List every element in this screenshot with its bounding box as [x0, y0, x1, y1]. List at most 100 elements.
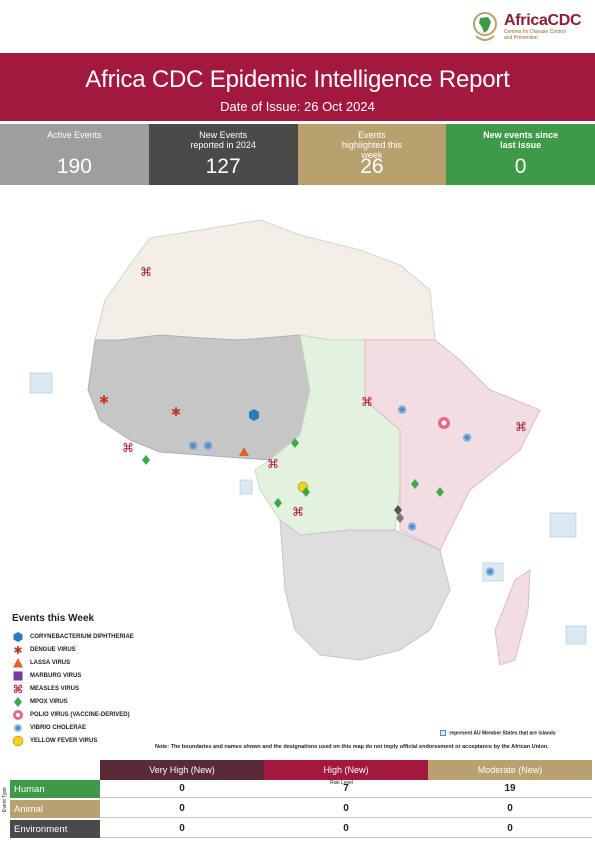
row-label-animal: Animal	[10, 800, 100, 818]
report-title: Africa CDC Epidemic Intelligence Report	[85, 66, 510, 93]
vibrio-marker: ✺	[397, 403, 407, 417]
polio-icon	[13, 709, 23, 720]
triangle-icon	[13, 657, 23, 667]
cell-human-high: 7	[264, 780, 428, 798]
title-banner: Africa CDC Epidemic Intelligence Report …	[0, 53, 595, 121]
legend-label: LASSA VIRUS	[30, 659, 71, 666]
legend-label: DENGUE VIRUS	[30, 646, 76, 653]
measles-marker: ⌘	[515, 420, 527, 434]
mpox-marker	[411, 479, 419, 489]
stat-label: Events highlighted this week	[341, 130, 402, 160]
mpox-marker	[274, 498, 282, 508]
vibrio-marker: ✺	[462, 431, 472, 445]
svg-text:⌘: ⌘	[13, 683, 23, 695]
region-south	[279, 518, 451, 661]
legend-item: MARBURG VIRUS	[12, 669, 212, 682]
svg-text:⌘: ⌘	[267, 457, 279, 471]
vibrio-icon: ✺	[13, 722, 22, 734]
island-comoros	[482, 562, 504, 582]
measles-marker: ⌘	[361, 395, 373, 409]
legend-item: LASSA VIRUS	[12, 656, 212, 669]
svg-text:✺: ✺	[188, 439, 198, 453]
svg-text:✱: ✱	[171, 405, 181, 419]
region-north	[94, 219, 436, 341]
measles-icon: ⌘	[13, 683, 23, 695]
islands-note-text: represent AU Member States that are isla…	[449, 730, 556, 737]
diphtheria-marker	[249, 409, 259, 421]
risk-level-label: Risk Level	[330, 780, 354, 786]
stat-new-since-last: New events since last issue 0	[446, 124, 595, 185]
svg-text:✺: ✺	[13, 722, 22, 734]
africa-cdc-emblem-icon	[473, 12, 497, 41]
vibrio-marker: ✺	[485, 565, 495, 579]
svg-text:✺: ✺	[397, 403, 407, 417]
stat-active-events: Active Events 190	[0, 124, 149, 185]
row-label-human: Human	[10, 780, 100, 798]
cell-human-moderate: 19	[428, 780, 592, 798]
vibrio-marker: ✺	[203, 439, 213, 453]
svg-text:⌘: ⌘	[361, 395, 373, 409]
legend-label: MPOX VIRUS	[30, 698, 68, 705]
disclaimer-note: Note: The boundaries and names shown and…	[155, 744, 549, 750]
stat-value: 190	[56, 155, 92, 178]
africa-cdc-logo: AfricaCDC Centres for Disease Control an…	[470, 8, 590, 48]
risk-col-high: High (New)	[264, 760, 428, 780]
measles-marker: ⌘	[122, 441, 134, 455]
island-seychelles	[549, 512, 577, 538]
stat-value: 26	[360, 155, 384, 178]
legend-title: Events this Week	[12, 613, 95, 624]
island-mauritius	[565, 625, 587, 645]
measles-marker: ⌘	[140, 265, 152, 279]
vibrio-marker: ✺	[407, 520, 417, 534]
mpox-marker	[436, 487, 444, 497]
risk-col-very-high: Very High (New)	[100, 760, 264, 780]
svg-text:✱: ✱	[13, 644, 22, 656]
stat-value: 127	[205, 155, 241, 178]
svg-text:⌘: ⌘	[292, 505, 304, 519]
diamond-icon	[14, 696, 22, 707]
legend-label: MEASLES VIRUS	[30, 685, 80, 692]
brand-tagline: Centres for Disease Control and Preventi…	[504, 29, 566, 41]
cell-environment-very-high: 0	[100, 820, 264, 838]
africa-map: ⌘ ✱ ✱ ⌘ ✺ ✺ ⌘ ⌘ ⌘ ✺ ✺ ⌘ ✺ ✺	[29, 219, 587, 666]
stats-bar: Active Events 190 New Events reported in…	[0, 124, 595, 185]
region-east	[364, 339, 541, 551]
row-label-environment: Environment	[10, 820, 100, 838]
stat-label: New Events reported in 2024	[190, 130, 256, 150]
cell-animal-moderate: 0	[428, 800, 592, 818]
legend-label: MARBURG VIRUS	[30, 672, 82, 679]
cell-human-very-high: 0	[100, 780, 264, 798]
polio-marker	[438, 417, 450, 429]
island-sao-tome	[239, 479, 253, 495]
issue-date: Date of Issue: 26 Oct 2024	[220, 99, 375, 114]
hexagon-icon	[13, 631, 23, 642]
legend-item: ⌘ MEASLES VIRUS	[12, 682, 212, 695]
svg-text:⌘: ⌘	[140, 265, 152, 279]
svg-text:✺: ✺	[407, 520, 417, 534]
measles-marker: ⌘	[267, 457, 279, 471]
measles-marker: ⌘	[292, 505, 304, 519]
legend-item: ✱ DENGUE VIRUS	[12, 643, 212, 656]
island-cabo-verde	[29, 372, 53, 394]
legend-label: POLIO VIRUS (VACCINE-DERIVED)	[30, 711, 130, 718]
legend-label: CORYNEBACTERIUM DIPHTHERIAE	[30, 633, 134, 640]
svg-text:✺: ✺	[462, 431, 472, 445]
circle-icon	[12, 735, 24, 746]
vibrio-marker: ✺	[188, 439, 198, 453]
legend-item: POLIO VIRUS (VACCINE-DERIVED)	[12, 708, 212, 721]
legend-item: ✺ VIBRIO CHOLERAE	[12, 721, 212, 734]
risk-col-moderate: Moderate (New)	[428, 760, 592, 780]
mpox-marker	[291, 438, 299, 448]
svg-text:✱: ✱	[99, 393, 109, 407]
svg-text:✺: ✺	[203, 439, 213, 453]
cell-animal-very-high: 0	[100, 800, 264, 818]
lassa-marker	[239, 447, 249, 456]
stat-label: Active Events	[47, 130, 102, 140]
stat-label: New events since last issue	[483, 130, 559, 150]
island-legend-icon	[440, 730, 446, 736]
mpox-marker	[142, 455, 150, 465]
islands-note: represent AU Member States that are isla…	[440, 730, 556, 736]
brand-name: AfricaCDC	[504, 12, 582, 29]
svg-text:✺: ✺	[485, 565, 495, 579]
events-legend: Events this Week CORYNEBACTERIUM DIPHTHE…	[12, 613, 212, 747]
